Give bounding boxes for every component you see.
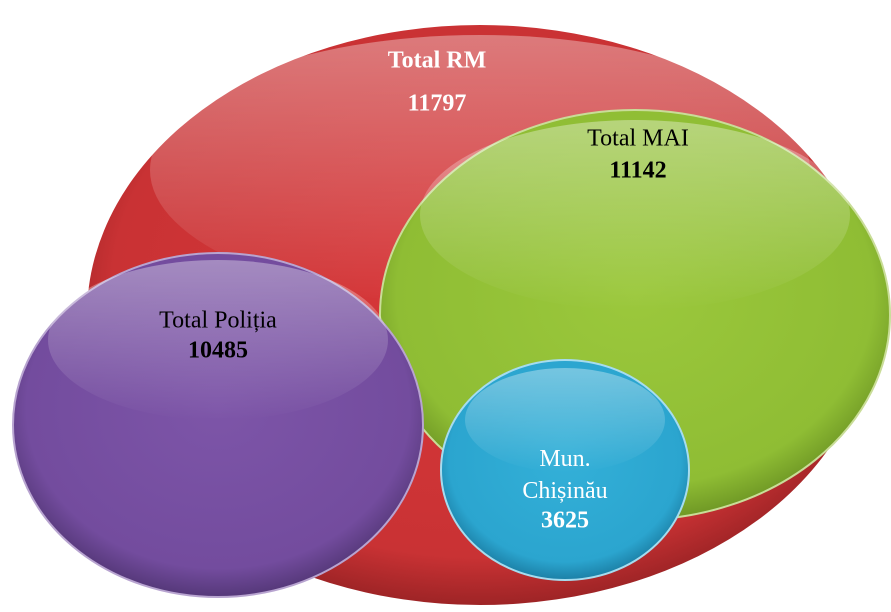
node-value: 3625 — [541, 508, 589, 534]
gloss — [48, 260, 388, 420]
gloss — [465, 368, 665, 472]
node-label: Total Poliția — [159, 308, 277, 334]
node-value: 10485 — [188, 338, 248, 364]
node-chisinau — [440, 359, 690, 581]
node-label: Mun. Chișinău — [522, 446, 607, 504]
node-value: 11142 — [609, 158, 666, 184]
node-label: Total RM — [388, 48, 486, 74]
node-politia — [12, 252, 424, 598]
gloss — [420, 120, 850, 310]
node-value: 11797 — [408, 91, 467, 117]
node-label: Total MAI — [587, 126, 689, 152]
